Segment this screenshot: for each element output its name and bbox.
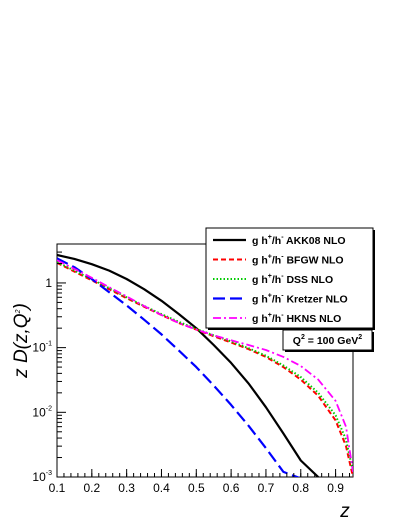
series-line-5 <box>57 259 353 473</box>
legend-label-1: g h+/h- AKK08 NLO <box>252 234 346 247</box>
series-line-2 <box>57 261 353 477</box>
y-tick-label: 10-2 <box>32 405 52 419</box>
legend-label-3: g h+/h- DSS NLO <box>252 273 333 286</box>
legend-box <box>205 227 374 329</box>
x-tick-label: 0.2 <box>83 481 100 495</box>
plot-frame <box>56 243 354 478</box>
y-axis-title: z D(z,Q2) <box>11 303 32 379</box>
legend-label-2: g h+/h- BFGW NLO <box>252 254 344 267</box>
series-line-1 <box>57 253 319 477</box>
x-tick-label: 0.8 <box>292 481 309 495</box>
series-line-4 <box>57 257 301 477</box>
x-tick-label: 0.3 <box>118 481 135 495</box>
annotation-frame <box>282 329 373 351</box>
annotation-box: Q2 = 100 GeV2 <box>282 329 374 352</box>
axis-layer: 0.1 0.2 0.3 0.4 0.5 0.6 0.7 0.8 0.9 1 10-1 10-2 10-3 <box>32 243 351 495</box>
series-layer <box>57 253 353 477</box>
y-tick-label: 10-3 <box>32 470 52 484</box>
y-tick-label: 10-1 <box>32 341 52 355</box>
legend: g h+/h- AKK08 NLO g h+/h- BFGW NLO g h+/h-… <box>205 227 375 330</box>
x-tick-label: 0.1 <box>49 481 66 495</box>
legend-label-4: g h+/h- Kretzer NLO <box>252 293 348 306</box>
x-tick-label: 0.9 <box>327 481 344 495</box>
legend-label-5: g h+/h- HKNS NLO <box>252 312 341 325</box>
x-tick-label: 0.5 <box>188 481 205 495</box>
x-tick-label: 0.6 <box>223 481 240 495</box>
plot-frame-layer <box>56 243 354 478</box>
x-axis-title: z <box>339 501 350 522</box>
x-tick-label: 0.4 <box>153 481 170 495</box>
annotation-text: Q2 = 100 GeV2 <box>293 334 363 347</box>
x-tick-label: 0.7 <box>258 481 275 495</box>
y-tick-label: 1 <box>45 276 52 290</box>
